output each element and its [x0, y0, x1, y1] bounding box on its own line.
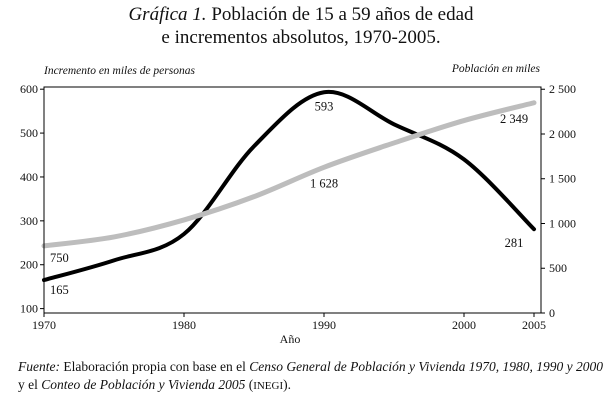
x-axis-label: Año — [280, 332, 301, 346]
y2-tick-label: 2 500 — [549, 82, 576, 96]
note-part: ). — [283, 377, 292, 392]
y-tick-label: 500 — [20, 126, 38, 140]
x-tick-label: 1970 — [32, 318, 56, 332]
y-tick-label: 600 — [20, 82, 38, 96]
y-tick-label: 100 — [20, 302, 38, 316]
note-part: ( — [245, 377, 254, 392]
chart-title: e incrementos absolutos, 1970-2005. — [161, 27, 440, 48]
y2-tick-label: 500 — [549, 261, 567, 275]
x-tick-label: 2000 — [452, 318, 476, 332]
chart-title: Gráfica 1. Población de 15 a 59 años de … — [128, 4, 474, 25]
title-line: Población de 15 a 59 años de edad — [211, 4, 474, 25]
y2-tick-label: 1 000 — [549, 216, 576, 230]
x-tick-label: 1980 — [172, 318, 196, 332]
note-part: Fuente: — [18, 359, 60, 374]
plot-frame — [43, 86, 542, 314]
y-tick-label: 200 — [20, 258, 38, 272]
data-label: 2 349 — [500, 112, 528, 126]
y2-tick-label: 2 000 — [549, 127, 576, 141]
data-label: 750 — [50, 251, 69, 265]
y-axis-label: Incremento en miles de personas — [43, 65, 195, 77]
y2-tick-label: 1 500 — [549, 172, 576, 186]
data-label: 281 — [505, 236, 524, 250]
x-tick-label: 1990 — [312, 318, 336, 332]
note-part: Censo General de Población y Vivienda 19… — [249, 359, 603, 374]
note-part: Conteo de Población y Vivienda 2005 — [41, 377, 246, 392]
note-part: INEGI — [253, 380, 284, 392]
series-line — [42, 89, 536, 283]
y-tick-label: 300 — [20, 214, 38, 228]
source-note: Fuente: Elaboración propia con base en e… — [18, 358, 603, 395]
data-label: 165 — [50, 283, 69, 297]
chart: Gráfica 1. Población de 15 a 59 años de … — [20, 4, 576, 346]
data-label: 1 628 — [310, 176, 338, 190]
title-label: Gráfica 1. — [128, 4, 206, 25]
x-tick-label: 2005 — [522, 318, 546, 332]
series-line — [41, 100, 537, 249]
data-label: 593 — [315, 99, 334, 113]
note-part: y el — [18, 377, 42, 392]
note-part: Elaboración propia con base en el — [59, 359, 250, 374]
y2-tick-label: 0 — [549, 306, 555, 320]
y2-axis-label: Población en miles — [451, 63, 541, 75]
y-tick-label: 400 — [20, 170, 38, 184]
